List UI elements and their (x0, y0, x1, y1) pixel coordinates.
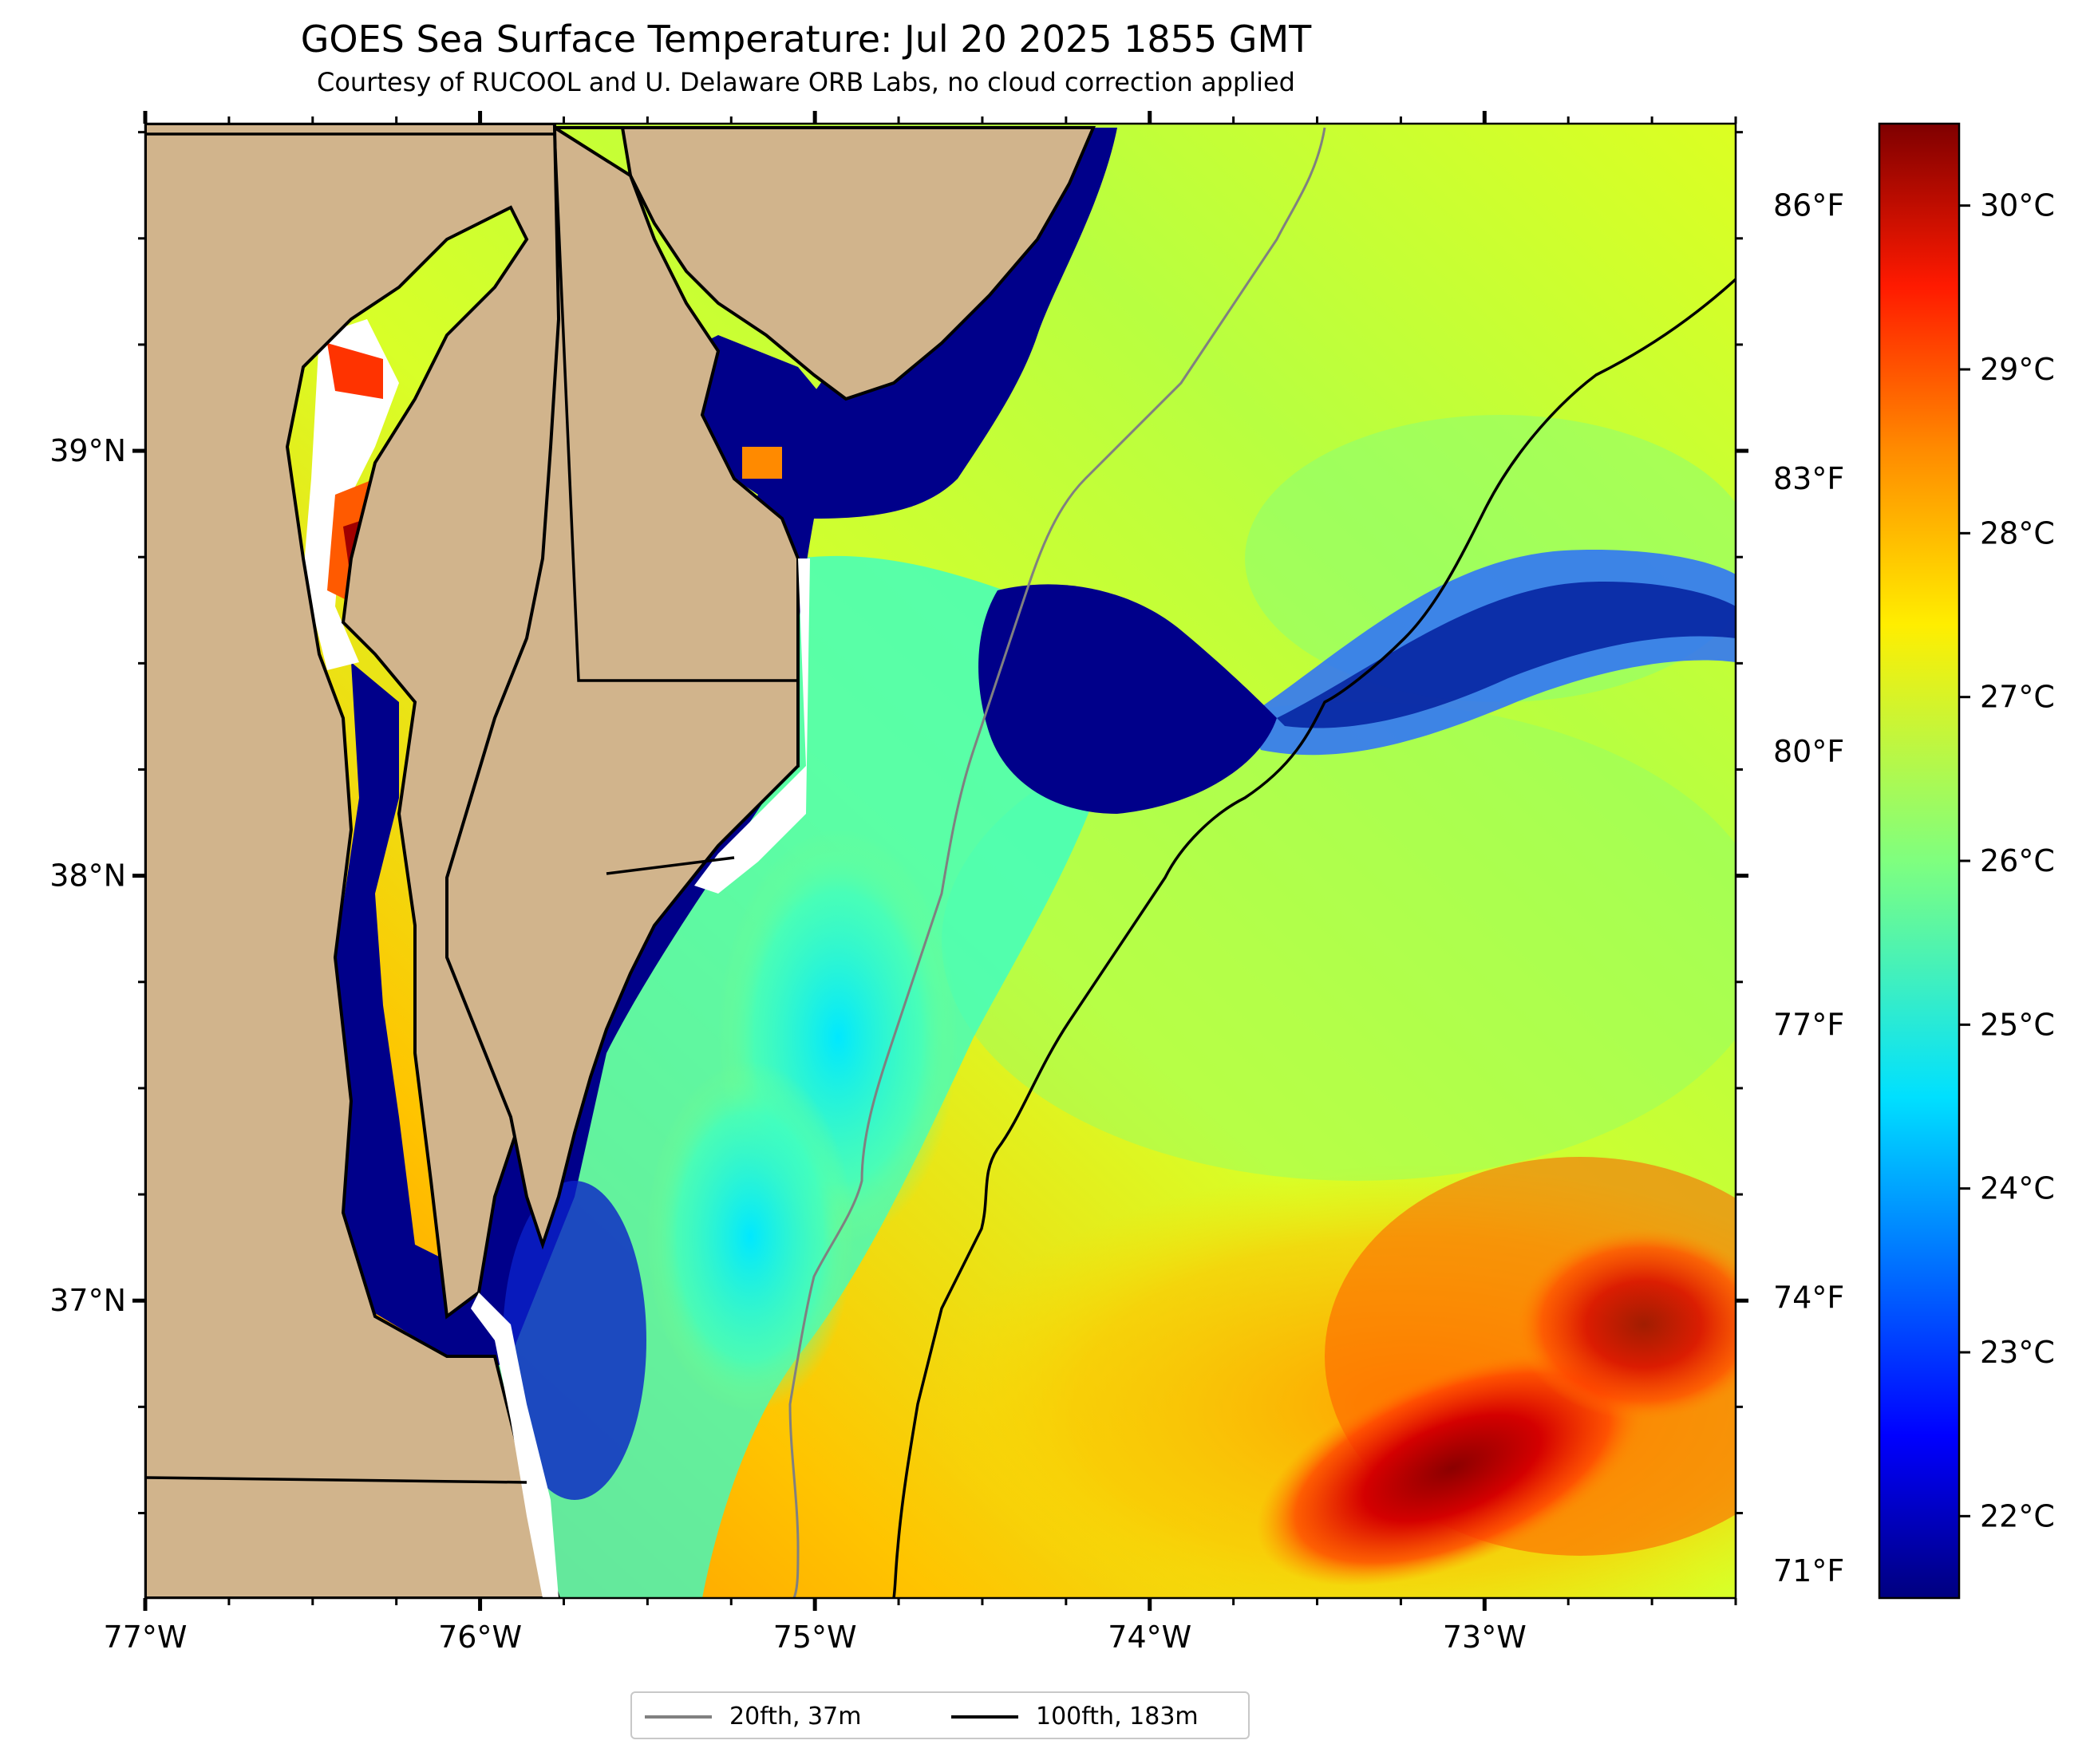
mid-region (942, 702, 1736, 1181)
delaware-bay (686, 335, 838, 511)
land-new-jersey (555, 126, 1096, 401)
lon-tick-label: 75°W (773, 1620, 857, 1655)
legend-label: 100fth, 183m (1036, 1703, 1199, 1730)
cool-filament-core (1277, 582, 1736, 728)
fahrenheit-tick-label: 86°F (1773, 188, 1844, 223)
celsius-axis: 22°C 23°C 24°C 25°C 26°C 27°C 28°C 29°C 30°C (1959, 188, 2055, 1533)
legend-swatch-black (951, 1715, 1018, 1719)
coastal-no-data (471, 1292, 559, 1598)
state-boundary (606, 856, 735, 875)
celsius-tick-label: 22°C (1980, 1498, 2055, 1533)
sst-field (145, 124, 1736, 1598)
map-subtitle: Courtesy of RUCOOL and U. Delaware ORB L… (317, 67, 1295, 97)
celsius-tick-label: 28°C (1980, 515, 2055, 551)
lon-tick-label: 77°W (104, 1620, 188, 1655)
fahrenheit-tick-label: 80°F (1773, 734, 1844, 769)
fahrenheit-tick-label: 83°F (1773, 461, 1844, 496)
isobath-legend: 20fth, 37m 100fth, 183m (630, 1691, 1250, 1739)
warm-core (1516, 1229, 1736, 1420)
celsius-tick-label: 26°C (1980, 843, 2055, 878)
celsius-tick-label: 27°C (1980, 680, 2055, 715)
fahrenheit-axis: 71°F 74°F 77°F 80°F 83°F 86°F (1773, 188, 1844, 1588)
state-boundary (145, 1476, 527, 1484)
land-delmarva (445, 124, 800, 1250)
lat-tick-label: 39°N (49, 433, 126, 468)
lon-tick-label: 73°W (1443, 1620, 1527, 1655)
latitude-axis: 39°N 38°N 37°N (49, 131, 1748, 1514)
legend-label: 20fth, 37m (729, 1703, 862, 1730)
warm-bay-patch (742, 447, 782, 479)
warm-bay-patch (327, 343, 383, 399)
lat-tick-label: 37°N (49, 1283, 126, 1318)
celsius-tick-label: 24°C (1980, 1171, 2055, 1206)
isobath-20fth (788, 127, 1326, 1598)
coastal-no-data (694, 558, 810, 894)
chesapeake-bay (335, 662, 495, 1356)
celsius-tick-label: 30°C (1980, 188, 2055, 223)
warm-core (1256, 1350, 1649, 1586)
cold-eddy (978, 584, 1277, 814)
celsius-tick-label: 25°C (1980, 1007, 2055, 1042)
map-frame (144, 122, 1737, 1600)
lon-tick-label: 76°W (438, 1620, 522, 1655)
fahrenheit-tick-label: 74°F (1773, 1281, 1844, 1316)
lon-tick-label: 74°W (1108, 1620, 1191, 1655)
legend-item-20fth: 20fth, 37m (645, 1703, 861, 1730)
celsius-tick-label: 23°C (1980, 1335, 2055, 1370)
legend-item-100fth: 100fth, 183m (951, 1703, 1199, 1730)
colorbar (1878, 122, 1961, 1600)
cool-blob (646, 1061, 854, 1412)
state-boundary (145, 132, 798, 682)
lat-tick-label: 38°N (49, 858, 126, 894)
map-title: GOES Sea Surface Temperature: Jul 20 202… (300, 18, 1312, 61)
fahrenheit-tick-label: 77°F (1773, 1007, 1844, 1042)
isobath-100fth (892, 278, 1736, 1598)
longitude-axis: 77°W 76°W 75°W 74°W 73°W (104, 111, 1737, 1655)
cold-water (503, 1181, 646, 1500)
celsius-tick-label: 29°C (1980, 352, 2055, 387)
fahrenheit-tick-label: 71°F (1773, 1553, 1844, 1588)
legend-swatch-gray (645, 1715, 712, 1719)
